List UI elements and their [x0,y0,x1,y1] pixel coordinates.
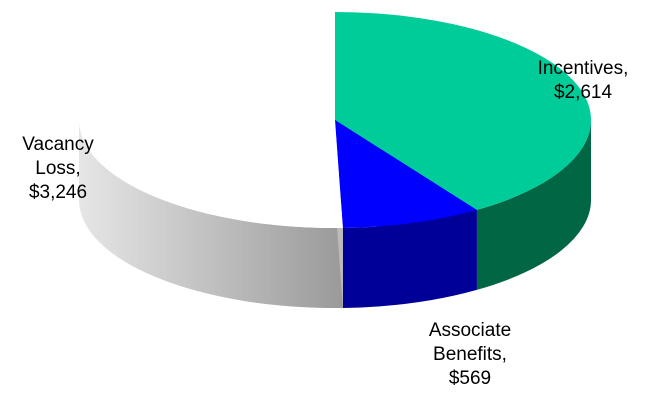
slice-label-associate-benefits-line-3: $569 [448,368,492,389]
slice-side-incentives [476,120,591,290]
pie-slices [79,12,592,228]
slice-label-vacancy-loss-line-3: $3,246 [28,182,88,203]
slice-associate-benefits [335,120,477,228]
slice-side-vacancy-loss [79,120,343,309]
slice-vacancy-loss [79,12,343,228]
slice-label-incentives-line-2: $2,614 [553,82,613,103]
slice-label-associate-benefits: Associate Benefits, $569 [415,319,525,391]
slice-label-associate-benefits-line-1: Associate [428,320,512,341]
slice-incentives [335,12,592,210]
slice-label-vacancy-loss: Vacancy Loss, $3,246 [0,133,116,205]
slice-label-incentives: Incentives, $2,614 [528,57,638,105]
slice-label-associate-benefits-line-2: Benefits, [433,344,507,365]
slice-label-vacancy-loss-line-2: Loss, [35,158,81,179]
slice-label-incentives-line-1: Incentives, [537,58,629,79]
slice-label-vacancy-loss-line-1: Vacancy [22,134,94,155]
